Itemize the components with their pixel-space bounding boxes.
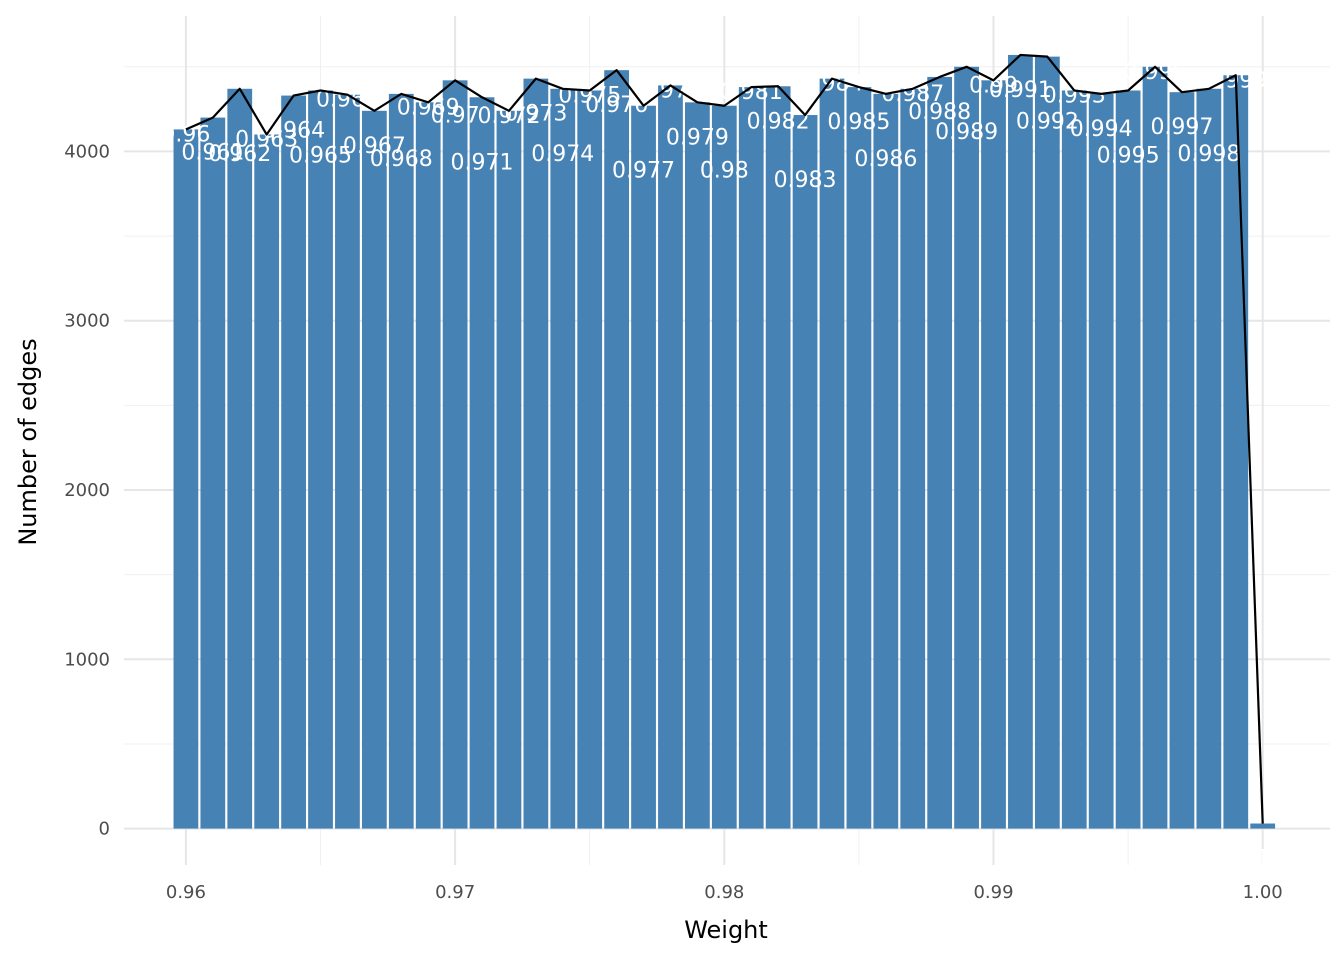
- histogram-bar: [873, 93, 899, 829]
- trend-line: [185, 53, 1264, 824]
- histogram-bar: [281, 95, 306, 829]
- histogram-bar: [1250, 823, 1276, 829]
- bar-value-label: 0.962: [208, 142, 271, 167]
- y-axis-ticks: 0 1000 2000 3000 4000: [64, 141, 110, 839]
- bar-value-label: 0.979: [666, 125, 729, 150]
- x-tick-label: 0.97: [435, 882, 475, 903]
- histogram-bar: [1223, 75, 1249, 829]
- histogram-bar: [496, 110, 522, 829]
- bar-value-label: 0.963: [235, 128, 298, 153]
- bar-value-label: 0.968: [370, 147, 433, 172]
- histogram-bar: [900, 88, 926, 829]
- bar-value-label: 1: [1256, 847, 1270, 872]
- histogram-bar: [1034, 56, 1060, 829]
- y-tick-label: 1000: [64, 649, 110, 670]
- bar-value-label: 0.988: [908, 100, 971, 125]
- y-tick-label: 2000: [64, 480, 110, 501]
- histogram-bar: [1008, 54, 1033, 829]
- bar-value-label: 0.96: [161, 122, 210, 147]
- bar-value-label: 0.984: [800, 72, 863, 97]
- bar-value-label: 0.987: [881, 82, 944, 107]
- bar-value-label: 0.983: [774, 168, 837, 193]
- histogram-bar: [981, 80, 1006, 829]
- bar-value-label: 0.996: [1124, 60, 1187, 85]
- bars: [173, 54, 1276, 829]
- y-tick-label: 0: [99, 819, 110, 840]
- bar-value-label: 0.994: [1070, 117, 1133, 142]
- histogram-bar: [469, 97, 495, 829]
- bar-labels: 0.960.9610.9620.9630.9640.9650.9660.9670…: [161, 60, 1269, 872]
- histogram-bar: [550, 88, 576, 829]
- bar-value-label: 0.977: [612, 159, 675, 184]
- y-axis-title: Number of edges: [14, 338, 42, 545]
- bar-value-label: 0.961: [181, 141, 244, 166]
- bar-value-label: 0.991: [989, 78, 1052, 103]
- histogram-bar: [846, 87, 872, 829]
- bar-value-label: 0.992: [1016, 110, 1079, 135]
- bar-value-label: 0.997: [1150, 115, 1213, 140]
- bar-value-label: 0.986: [854, 147, 917, 172]
- histogram-bar: [1142, 66, 1168, 829]
- bar-value-label: 0.973: [504, 102, 567, 127]
- histogram-bar: [577, 90, 603, 829]
- histogram-bar: [308, 90, 333, 829]
- bar-value-label: 0.975: [558, 83, 621, 108]
- histogram-bar: [711, 105, 737, 829]
- x-tick-label: 0.98: [704, 882, 744, 903]
- histogram-bar: [200, 117, 226, 829]
- y-tick-label: 4000: [64, 141, 110, 162]
- bar-value-label: 0.99: [969, 73, 1018, 98]
- histogram-bar: [361, 110, 387, 829]
- histogram-bar: [523, 78, 549, 829]
- x-tick-label: 0.96: [166, 882, 206, 903]
- bar-value-label: 0.971: [451, 150, 514, 175]
- histogram-bar: [1061, 90, 1087, 829]
- histogram-bar: [685, 102, 710, 829]
- bar-value-label: 0.998: [1177, 142, 1240, 167]
- histogram-bar: [792, 115, 818, 829]
- histogram-bar: [254, 134, 280, 829]
- histogram-bar: [1115, 90, 1141, 829]
- histogram-bar: [1196, 88, 1222, 829]
- x-axis-ticks: 0.96 0.97 0.98 0.99 1.00: [166, 882, 1283, 903]
- histogram-bar: [927, 76, 953, 829]
- bar-value-label: 0.98: [700, 159, 749, 184]
- trend-line-path: [185, 53, 1264, 824]
- histogram-bar: [604, 70, 630, 829]
- bar-value-label: 0.972: [477, 104, 540, 129]
- histogram-bar: [1169, 92, 1195, 829]
- y-tick-label: 3000: [64, 311, 110, 332]
- histogram-bar: [227, 88, 253, 829]
- histogram-bar: [765, 86, 791, 829]
- bar-value-label: 0.995: [1097, 143, 1160, 168]
- histogram-bar: [1088, 93, 1114, 829]
- histogram-bar: [388, 93, 414, 829]
- histogram-bar: [335, 94, 360, 829]
- bar-value-label: 0.965: [289, 143, 352, 168]
- histogram-bar: [415, 102, 441, 829]
- bar-value-label: 0.993: [1043, 83, 1106, 108]
- x-tick-label: 0.99: [973, 882, 1013, 903]
- histogram-bar: [658, 85, 683, 829]
- histogram-bar: [819, 78, 845, 829]
- histogram-bar: [442, 80, 468, 829]
- bar-value-label: 0.97: [431, 103, 480, 128]
- bar-value-label: 0.989: [935, 120, 998, 145]
- bar-value-label: 0.969: [397, 95, 460, 120]
- histogram-bar: [738, 87, 764, 829]
- bar-value-label: 0.964: [262, 119, 325, 144]
- bar-value-label: 0.982: [747, 109, 810, 134]
- bar-value-label: 0.985: [827, 110, 890, 135]
- histogram-bar: [631, 105, 656, 829]
- bar-value-label: 0.967: [343, 134, 406, 159]
- histogram-bar: [173, 129, 199, 829]
- bar-value-label: 0.974: [531, 142, 594, 167]
- histogram-bar: [954, 66, 979, 829]
- x-axis-title: Weight: [684, 916, 768, 944]
- x-tick-label: 1.00: [1243, 882, 1283, 903]
